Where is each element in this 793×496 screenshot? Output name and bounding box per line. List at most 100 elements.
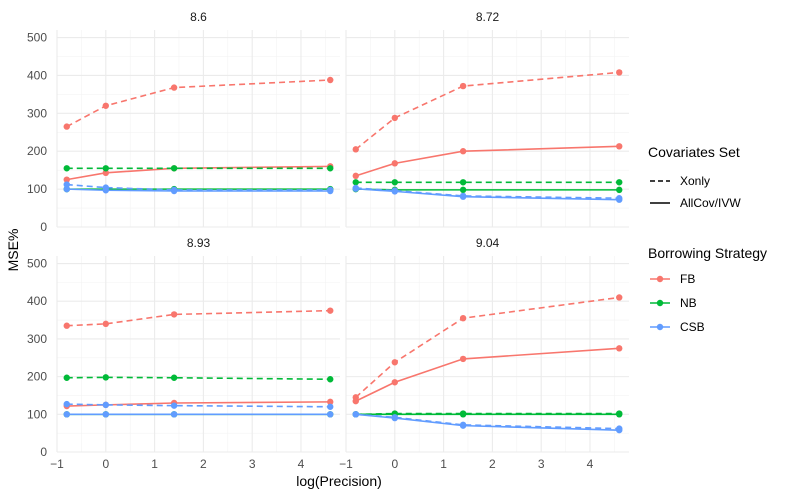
legend-key-point	[656, 323, 664, 331]
data-point	[327, 165, 334, 172]
data-point	[102, 165, 109, 172]
series-line	[355, 296, 620, 398]
data-point	[459, 179, 467, 186]
data-point	[459, 82, 467, 90]
series-line	[355, 413, 620, 431]
series-line	[355, 187, 620, 201]
data-point	[63, 123, 70, 130]
data-point	[459, 422, 467, 429]
series-line	[66, 165, 331, 181]
y-tick-label: 500	[27, 31, 47, 45]
x-tick-label: 3	[249, 457, 256, 471]
data-point	[391, 414, 398, 422]
legend-label: Xonly	[680, 174, 710, 188]
data-point	[616, 196, 623, 203]
data-point	[63, 400, 70, 408]
x-tick-label: −1	[339, 457, 353, 471]
series-line	[66, 183, 331, 191]
y-axis-title: MSE%	[5, 229, 21, 272]
data-point	[170, 165, 178, 172]
data-point	[63, 181, 70, 188]
x-tick-label: 2	[200, 457, 207, 471]
y-tick-label: 400	[27, 294, 47, 308]
series-line	[355, 145, 620, 177]
x-tick-label: 4	[587, 457, 594, 471]
data-point	[616, 186, 623, 194]
series-line	[66, 403, 331, 408]
legend-title: Covariates Set	[648, 144, 740, 160]
series-line	[66, 188, 331, 192]
y-tick-label: 300	[27, 106, 47, 120]
data-point	[391, 359, 398, 366]
data-point	[102, 320, 109, 328]
data-point	[616, 294, 623, 301]
data-point	[327, 403, 334, 410]
legend: Covariates Set Xonly AllCov/IVW	[648, 144, 741, 210]
data-point	[616, 69, 623, 76]
data-point	[352, 185, 359, 192]
x-tick-label: 0	[391, 457, 398, 471]
x-tick-label: 1	[151, 457, 158, 471]
y-tick-label: 400	[27, 68, 47, 82]
data-point	[170, 187, 178, 195]
data-point	[352, 172, 359, 180]
facet-panels: 8.601002003004005008.728.930100200300400…	[27, 10, 629, 471]
legend-label: FB	[680, 272, 695, 286]
data-point	[327, 307, 334, 314]
data-point	[459, 193, 467, 200]
facet-panel: 8.6 0 100 200 300 400 500	[27, 10, 340, 234]
data-point	[327, 76, 334, 84]
data-point	[170, 402, 178, 409]
legend: Borrowing Strategy FB NB CSB	[648, 245, 767, 334]
data-point	[459, 314, 467, 322]
data-point	[63, 374, 70, 381]
data-point	[327, 398, 334, 406]
data-point	[616, 426, 623, 434]
data-point	[352, 411, 359, 418]
y-tick-label: 100	[27, 182, 47, 196]
y-tick-label: 200	[27, 370, 47, 384]
data-point	[63, 322, 70, 329]
series-line	[66, 401, 331, 407]
x-tick-label: 2	[489, 457, 496, 471]
data-point	[459, 355, 467, 363]
data-point	[459, 186, 467, 194]
data-point	[327, 411, 334, 418]
data-point	[391, 379, 398, 386]
facet-strip-label: 8.6	[190, 10, 207, 24]
y-tick-label: 200	[27, 144, 47, 158]
data-point	[102, 187, 109, 194]
data-point	[352, 179, 359, 186]
data-point	[63, 176, 70, 183]
data-point	[391, 188, 398, 195]
x-tick-label: 0	[102, 457, 109, 471]
data-point	[170, 311, 178, 318]
data-point	[327, 187, 334, 195]
data-point	[616, 411, 623, 418]
data-point	[102, 411, 109, 418]
facet-panel: 9.04 −1 0 1 2 3 4	[339, 236, 629, 471]
legend-label: NB	[680, 296, 697, 310]
x-tick-label: 1	[440, 457, 447, 471]
legend-key-point	[656, 299, 664, 307]
panel-background	[57, 30, 340, 227]
data-point	[102, 374, 109, 381]
panel-background	[57, 256, 340, 452]
data-point	[102, 102, 109, 109]
data-point	[170, 374, 178, 381]
y-tick-label: 100	[27, 407, 47, 421]
series-line	[355, 71, 620, 150]
data-point	[102, 401, 109, 409]
x-tick-label: −1	[50, 457, 64, 471]
series-line	[66, 309, 331, 327]
facet-strip-label: 8.72	[476, 10, 500, 24]
series-line	[66, 79, 331, 128]
y-tick-label: 300	[27, 332, 47, 346]
data-point	[352, 146, 359, 153]
data-point	[459, 411, 467, 418]
y-tick-label: 0	[40, 445, 47, 459]
data-point	[170, 411, 178, 418]
data-point	[391, 179, 398, 186]
data-point	[170, 84, 178, 91]
